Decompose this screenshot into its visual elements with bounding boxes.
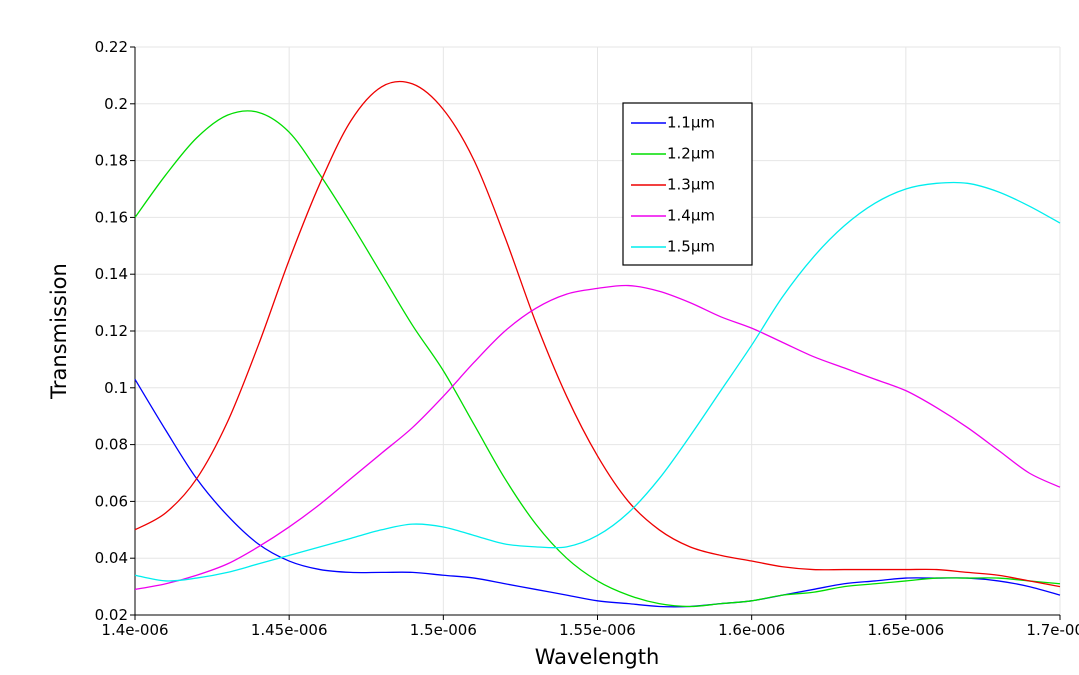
x-tick-label: 1.45e-006 — [251, 621, 328, 639]
series-line — [134, 378, 1061, 608]
y-tick-label: 0.1 — [104, 379, 128, 397]
y-tick-label: 0.08 — [95, 436, 128, 454]
x-tick-label: 1.55e-006 — [559, 621, 636, 639]
legend-label: 1.4µm — [667, 207, 715, 225]
x-axis-title: Wavelength — [535, 645, 660, 669]
y-tick-label: 0.18 — [95, 152, 128, 170]
y-tick-label: 0.06 — [95, 492, 128, 510]
y-tick-label: 0.2 — [104, 95, 128, 113]
x-tick-label: 1.65e-006 — [867, 621, 944, 639]
series-line — [134, 181, 1061, 582]
y-axis-title: Transmission — [47, 263, 71, 400]
x-tick-label: 1.5e-006 — [410, 621, 477, 639]
legend-label: 1.2µm — [667, 145, 715, 163]
y-tick-label: 0.16 — [95, 208, 128, 226]
series-line — [134, 110, 1061, 608]
legend-label: 1.5µm — [667, 238, 715, 256]
y-tick-label: 0.14 — [95, 265, 128, 283]
legend-label: 1.3µm — [667, 176, 715, 194]
y-tick-label: 0.12 — [95, 322, 128, 340]
x-tick-label: 1.4e-006 — [101, 621, 168, 639]
x-tick-label: 1.6e-006 — [718, 621, 785, 639]
y-tick-label: 0.04 — [95, 549, 128, 567]
legend-box — [622, 102, 753, 266]
series-line — [134, 80, 1061, 588]
x-tick-label: 1.7e-006 — [1026, 621, 1079, 639]
legend-label: 1.1µm — [667, 114, 715, 132]
series-line — [134, 284, 1061, 591]
y-tick-label: 0.02 — [95, 606, 128, 624]
y-tick-label: 0.22 — [95, 38, 128, 56]
